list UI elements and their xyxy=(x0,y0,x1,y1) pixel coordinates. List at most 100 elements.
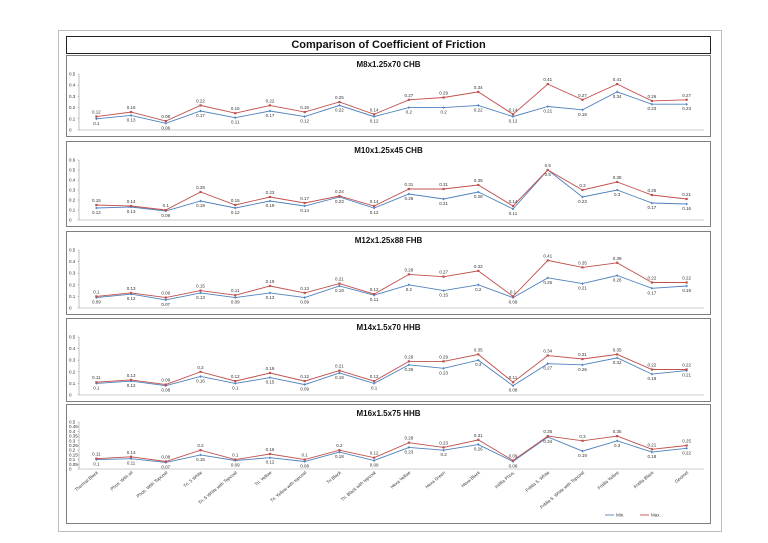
chart-title: M14x1.5x70 HHB xyxy=(356,323,420,332)
y-tick-label: 0.2 xyxy=(69,105,76,110)
data-label-max: 0.27 xyxy=(578,93,587,98)
x-tick-label: Hexa Green xyxy=(424,470,446,490)
data-label-min: 0.09 xyxy=(509,300,518,305)
data-point-max xyxy=(407,187,410,191)
data-label-min: 0.2 xyxy=(475,287,482,292)
data-point-max xyxy=(95,115,98,118)
data-point-max xyxy=(129,110,133,114)
data-point-max xyxy=(616,82,619,86)
series-line-min xyxy=(96,436,687,463)
data-label-min: 0.12 xyxy=(370,210,379,215)
data-point-max xyxy=(511,204,515,208)
data-point-min xyxy=(234,296,237,299)
data-point-max xyxy=(477,90,480,94)
data-label-max: 0.11 xyxy=(509,375,518,380)
data-label-max: 0.14 xyxy=(509,199,518,204)
data-label-max: 0.19 xyxy=(266,366,275,371)
x-tick-label: Tri. Black with topcoat xyxy=(340,469,377,501)
data-label-min: 0.08 xyxy=(509,388,518,393)
data-point-max xyxy=(581,188,584,192)
data-label-min: 0.07 xyxy=(161,464,170,469)
data-label-min: 0.18 xyxy=(578,112,587,117)
data-point-max xyxy=(268,452,272,456)
data-point-min xyxy=(546,276,549,280)
data-point-max xyxy=(303,458,306,461)
chart-title: M12x1.25x88 FHB xyxy=(355,236,423,245)
series-line-min xyxy=(96,275,687,301)
data-label-min: 0.32 xyxy=(613,360,622,365)
series-line-min xyxy=(96,91,687,124)
data-point-max xyxy=(268,195,272,199)
data-point-max xyxy=(373,292,376,296)
data-point-min xyxy=(199,109,202,113)
y-tick-label: 0.35 xyxy=(69,434,78,439)
data-label-min: 0.12 xyxy=(300,119,309,124)
data-label-min: 0.34 xyxy=(613,94,622,99)
x-tick-label: Intillia Phos. xyxy=(494,470,516,489)
chart-panel-m12: M12x1.25x88 FHB 0 0.1 0.2 0.3 0.4 0.5 0.09 0.12 0… xyxy=(66,231,711,315)
data-label-max: 0.22 xyxy=(648,362,657,367)
data-point-max xyxy=(95,203,98,207)
y-tick-label: 0.5 xyxy=(69,248,76,253)
data-label-min: 0.09 xyxy=(231,300,240,305)
y-tick-label: 0.1 xyxy=(69,381,76,386)
data-point-max xyxy=(164,119,167,123)
data-label-min: 0.17 xyxy=(648,205,657,210)
data-label-min: 0.1 xyxy=(371,385,378,390)
x-tick-label: Phos. With oil xyxy=(109,470,133,492)
data-point-max xyxy=(95,295,98,298)
y-tick-label: 0.5 xyxy=(69,72,76,77)
data-point-min xyxy=(442,289,445,292)
data-point-min xyxy=(268,199,272,203)
data-point-max xyxy=(373,204,376,208)
chart-svg: M10x1.25x45 CHB 0 0.1 0.2 0.3 0.4 0.5 0.6 0.12 0.… xyxy=(69,146,704,223)
y-tick-label: 0 xyxy=(69,128,72,133)
data-point-min xyxy=(234,382,237,385)
data-label-max: 0.23 xyxy=(266,190,275,195)
data-point-min xyxy=(581,363,584,367)
data-label-max: 0.5 xyxy=(545,163,552,168)
data-point-min xyxy=(546,362,549,366)
data-point-min xyxy=(268,376,272,379)
chart-title: M8x1.25x70 CHB xyxy=(356,60,420,69)
data-label-max: 0.14 xyxy=(509,107,518,112)
data-label-max: 0.31 xyxy=(578,352,587,357)
chart-panel-m8: M8x1.25x70 CHB 0 0.1 0.2 0.3 0.4 0.5 0.1 0.13 0.0… xyxy=(66,55,711,137)
data-label-min: 0.26 xyxy=(404,367,413,372)
data-label-min: 0.19 xyxy=(335,288,344,293)
data-label-min: 0.14 xyxy=(300,208,309,213)
data-label-min: 0.11 xyxy=(370,297,379,302)
data-label-max: 0.15 xyxy=(231,198,240,203)
data-label-min: 0.08 xyxy=(509,463,518,468)
data-label-min: 0.19 xyxy=(196,203,205,208)
series-line-max xyxy=(96,259,687,299)
y-tick-label: 0.1 xyxy=(69,116,76,121)
data-label-min: 0.22 xyxy=(682,450,691,455)
y-tick-label: 0.5 xyxy=(69,420,76,425)
chart-svg: M14x1.5x70 HHB 0 0.1 0.2 0.3 0.4 0.5 0.1 0.12 0.0… xyxy=(69,323,704,398)
data-label-max: 0.09 xyxy=(161,378,170,383)
data-label-max: 0.29 xyxy=(404,267,413,272)
data-label-max: 0.15 xyxy=(231,106,240,111)
data-label-max: 0.3 xyxy=(579,434,586,439)
data-point-max xyxy=(303,379,306,383)
data-label-max: 0.22 xyxy=(682,275,691,280)
x-tick-label: Thermal Black xyxy=(74,469,100,492)
data-point-max xyxy=(442,446,445,449)
y-tick-label: 0.3 xyxy=(69,358,76,363)
chart-svg: M12x1.25x88 FHB 0 0.1 0.2 0.3 0.4 0.5 0.09 0.12 0… xyxy=(69,236,704,311)
data-point-max xyxy=(511,381,515,384)
data-point-min xyxy=(164,121,168,125)
data-label-min: 0.26 xyxy=(404,196,413,201)
data-label-max: 0.31 xyxy=(404,182,413,187)
data-point-min xyxy=(650,102,654,106)
data-label-max: 0.1 xyxy=(93,289,100,294)
data-label-max: 0.32 xyxy=(474,264,483,269)
data-label-max: 0.11 xyxy=(92,375,101,380)
data-point-min xyxy=(407,283,411,287)
data-label-max: 0.12 xyxy=(300,374,309,379)
data-point-min xyxy=(477,190,480,194)
data-label-min: 0.09 xyxy=(231,463,240,468)
data-point-min xyxy=(685,369,688,373)
data-label-min: 0.23 xyxy=(648,106,657,111)
